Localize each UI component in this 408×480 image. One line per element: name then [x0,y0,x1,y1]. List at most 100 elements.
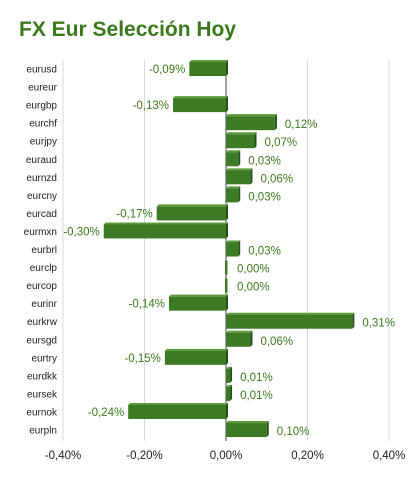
bar-front [226,242,239,257]
bar-side [230,384,233,401]
bar-side [238,186,241,203]
bar [156,204,228,221]
bar-front [226,386,231,401]
bar-side [226,204,228,221]
bar [226,312,355,329]
x-tick-label: 0,00% [210,450,243,462]
category-label: eureur [28,83,58,94]
bar-top [226,114,277,117]
category-label: eurinr [31,299,57,310]
bar-side [226,294,228,311]
bar-side [250,330,253,347]
category-label: eursgd [26,335,57,346]
bar-value-label: 0,00% [237,282,270,294]
bar [128,402,228,419]
bar-value-label: -0,17% [116,208,152,220]
bar-front [226,188,239,203]
bar-side [226,402,228,419]
bar-front [189,62,226,77]
bar-top [128,402,228,405]
bar-top [226,186,241,189]
bar-value-label: 0,03% [248,191,281,203]
category-label: eurtry [31,353,57,364]
category-label: eurnzd [26,173,57,184]
bar-value-label: 0,03% [248,246,281,258]
bar [226,384,233,401]
bar-top [226,168,253,171]
bar-value-label: -0,13% [133,100,169,112]
bar-value-label: 0,31% [362,318,395,330]
bar-front [226,170,251,185]
bar [226,366,233,383]
category-label: eurnok [26,407,58,418]
category-label: eurusd [26,65,57,76]
bar-front [226,423,267,438]
bar-top [226,132,257,135]
bar-side [250,168,253,185]
bar [173,96,228,113]
category-label: eurkrw [27,317,58,328]
category-label: eurcad [26,209,57,220]
bar [226,150,241,167]
bar-value-label: -0,09% [149,64,185,76]
bar-side [238,150,241,167]
category-label: eurcop [26,281,57,292]
category-label: eurjpy [30,137,57,148]
bar [103,222,228,239]
bar-top [189,60,228,63]
x-tick-label: -0,20% [126,450,162,462]
category-label: eurclp [30,263,58,274]
x-tick-label: -0,40% [45,450,81,462]
bar-side [230,366,233,383]
bar-side [352,312,355,329]
bar-side [238,240,241,257]
bar-front [226,152,239,167]
bar-top [164,348,228,351]
category-label: eurmxn [24,227,57,238]
bar [168,294,228,311]
bar-top [103,222,228,225]
bar-front [173,98,226,113]
bar-value-label: -0,24% [88,407,124,419]
bar-top [173,96,228,99]
bar-front [226,332,251,347]
bar [226,114,277,131]
bar-value-label: 0,01% [240,372,273,384]
category-label: euraud [26,155,57,166]
bar-front [226,134,255,149]
bar-top [156,204,228,207]
bar-front [164,350,226,365]
bar-front [103,224,226,239]
bar-top [226,366,233,369]
bar-front [168,296,226,311]
bar-top [226,312,355,315]
bar-side [226,222,228,239]
bar-value-label: 0,10% [277,426,310,438]
category-label: eurchf [29,119,57,130]
bar-front [226,116,275,131]
category-label: eurbrl [31,245,57,256]
x-tick-label: 0,40% [373,450,406,462]
bar-side [266,421,269,438]
bar-top [226,240,241,243]
bar-front [226,368,231,383]
bar [226,421,269,438]
bar [226,330,253,347]
bar [226,240,241,257]
bar-top [226,330,253,333]
category-label: eurgbp [26,101,58,112]
bar [225,260,228,275]
bar-side [274,114,277,131]
bar-top [226,150,241,153]
bar-front [226,314,353,329]
bar-side [226,60,228,77]
bar [189,60,228,77]
bar-front [156,206,226,221]
bar-value-label: 0,00% [237,264,270,276]
category-label: eurpln [29,426,57,437]
bar-value-label: -0,15% [124,353,160,365]
bar [164,348,228,365]
bar [226,186,241,203]
bar-value-label: -0,30% [63,226,99,238]
